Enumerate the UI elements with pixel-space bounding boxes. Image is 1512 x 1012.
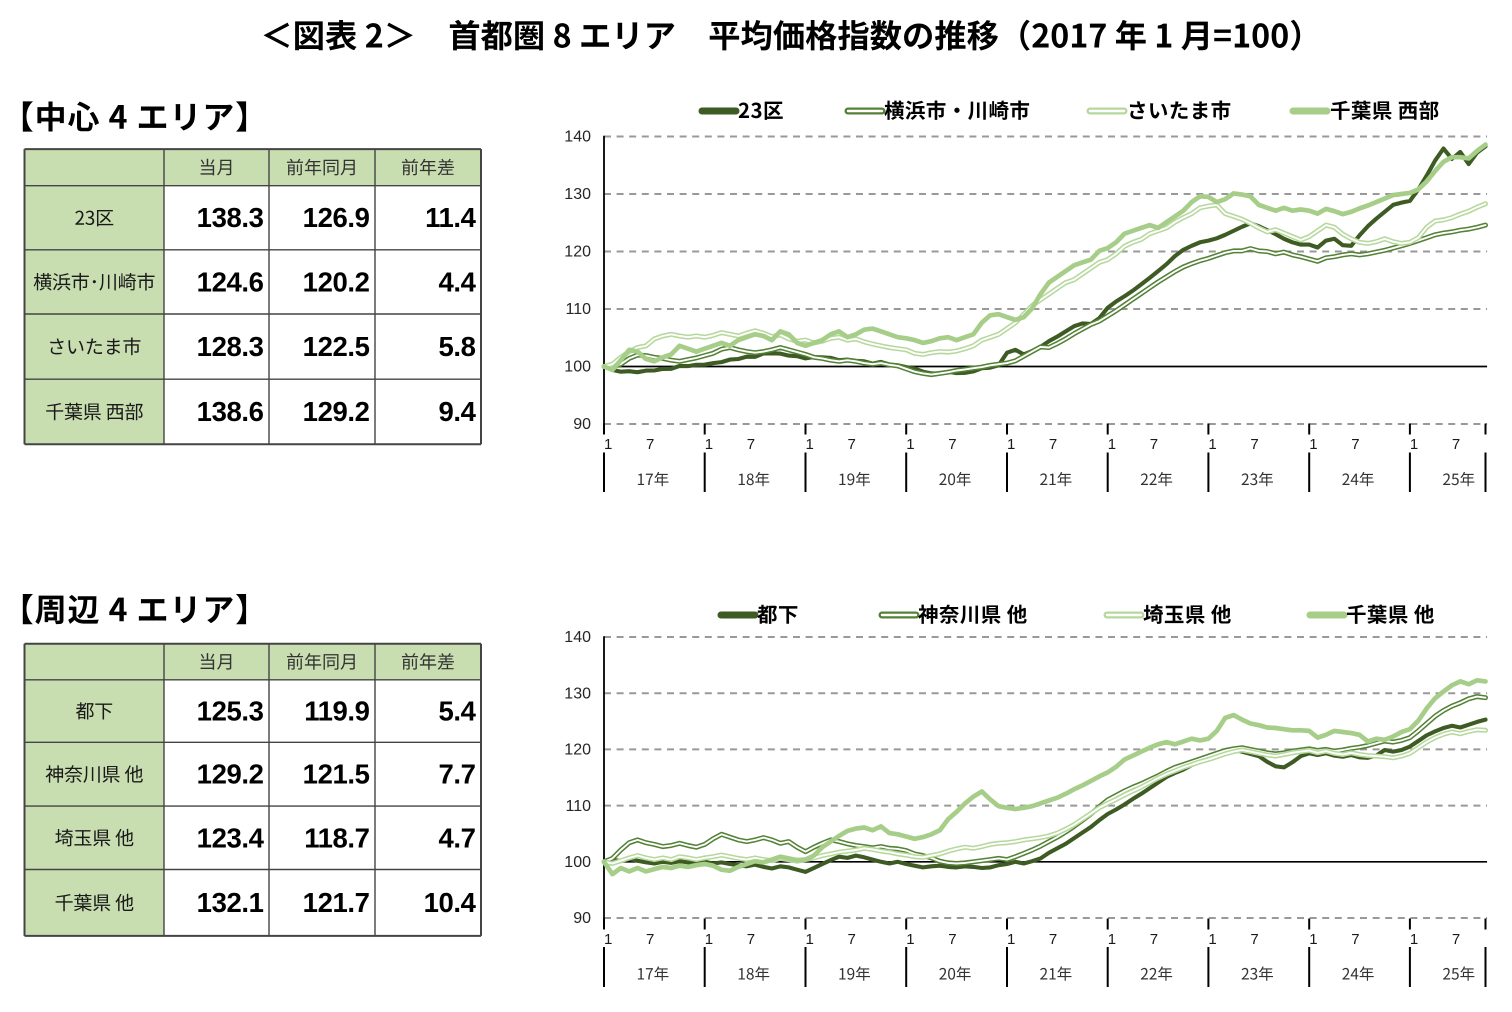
svg-text:125.3: 125.3 <box>197 696 264 727</box>
svg-text:110: 110 <box>565 798 591 815</box>
svg-text:7: 7 <box>1150 436 1158 453</box>
svg-text:1: 1 <box>806 436 814 453</box>
svg-text:130: 130 <box>564 186 591 203</box>
svg-text:121.7: 121.7 <box>303 887 370 918</box>
svg-text:129.2: 129.2 <box>303 396 370 427</box>
svg-text:5.4: 5.4 <box>438 696 476 727</box>
svg-text:100: 100 <box>564 854 591 871</box>
svg-text:7: 7 <box>848 436 856 453</box>
svg-text:120.2: 120.2 <box>303 266 370 297</box>
svg-text:119.9: 119.9 <box>304 696 369 727</box>
svg-text:7: 7 <box>948 931 956 948</box>
svg-text:129.2: 129.2 <box>197 759 264 790</box>
svg-text:7: 7 <box>747 436 755 453</box>
svg-text:90: 90 <box>573 416 591 433</box>
svg-text:130: 130 <box>564 685 591 702</box>
svg-text:7: 7 <box>1351 931 1359 948</box>
svg-text:138.3: 138.3 <box>197 202 264 233</box>
svg-text:120: 120 <box>564 244 591 261</box>
svg-text:1: 1 <box>705 436 713 453</box>
svg-text:7: 7 <box>1351 436 1359 453</box>
svg-text:140: 140 <box>564 129 591 146</box>
svg-text:1: 1 <box>1410 931 1418 948</box>
svg-text:1: 1 <box>1007 931 1015 948</box>
svg-text:124.6: 124.6 <box>197 266 264 297</box>
svg-text:7: 7 <box>1049 436 1057 453</box>
svg-text:126.9: 126.9 <box>303 202 370 233</box>
svg-text:123.4: 123.4 <box>197 822 265 853</box>
svg-text:7: 7 <box>1049 931 1057 948</box>
svg-text:122.5: 122.5 <box>303 331 370 362</box>
svg-text:7: 7 <box>1452 931 1460 948</box>
svg-text:4.4: 4.4 <box>438 266 476 297</box>
svg-text:7: 7 <box>1250 436 1258 453</box>
svg-text:9.4: 9.4 <box>438 396 476 427</box>
svg-text:1: 1 <box>604 931 612 948</box>
svg-text:128.3: 128.3 <box>197 331 264 362</box>
svg-text:7: 7 <box>1150 931 1158 948</box>
svg-text:1: 1 <box>1108 436 1116 453</box>
svg-text:1: 1 <box>1007 436 1015 453</box>
svg-text:1: 1 <box>604 436 612 453</box>
svg-text:7: 7 <box>848 931 856 948</box>
svg-text:1: 1 <box>906 436 914 453</box>
svg-text:1: 1 <box>1208 931 1216 948</box>
svg-text:7: 7 <box>948 436 956 453</box>
svg-text:110: 110 <box>565 301 591 318</box>
svg-text:1: 1 <box>1309 436 1317 453</box>
svg-text:1: 1 <box>1108 931 1116 948</box>
svg-text:1: 1 <box>906 931 914 948</box>
svg-text:11.4: 11.4 <box>425 202 477 233</box>
svg-text:100: 100 <box>564 359 591 376</box>
svg-text:1: 1 <box>1410 436 1418 453</box>
svg-text:7: 7 <box>1452 436 1460 453</box>
svg-text:5.8: 5.8 <box>438 331 475 362</box>
svg-text:7: 7 <box>747 931 755 948</box>
svg-text:121.5: 121.5 <box>303 759 370 790</box>
svg-text:1: 1 <box>1309 931 1317 948</box>
svg-text:7: 7 <box>646 436 654 453</box>
svg-text:118.7: 118.7 <box>304 822 369 853</box>
svg-text:1: 1 <box>1208 436 1216 453</box>
svg-text:132.1: 132.1 <box>197 887 264 918</box>
svg-text:140: 140 <box>564 629 591 646</box>
svg-text:7: 7 <box>1250 931 1258 948</box>
svg-text:90: 90 <box>573 910 591 927</box>
svg-text:1: 1 <box>705 931 713 948</box>
svg-text:138.6: 138.6 <box>197 396 264 427</box>
svg-text:4.7: 4.7 <box>438 822 475 853</box>
svg-text:120: 120 <box>564 742 591 759</box>
svg-text:7: 7 <box>646 931 654 948</box>
svg-text:10.4: 10.4 <box>424 887 477 918</box>
svg-text:7.7: 7.7 <box>438 759 475 790</box>
svg-text:1: 1 <box>806 931 814 948</box>
